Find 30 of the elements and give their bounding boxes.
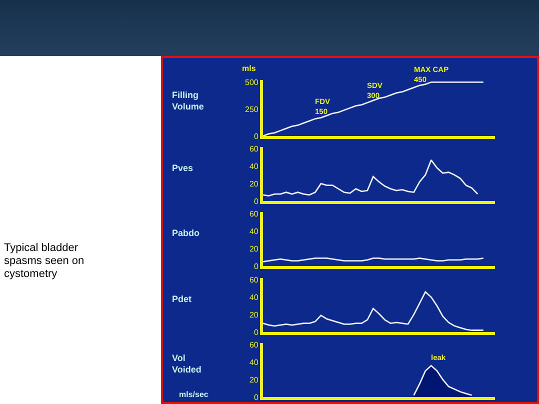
line-series xyxy=(263,81,484,136)
y-tick-label: 0 xyxy=(254,392,259,402)
y-tick-label: 40 xyxy=(249,162,259,171)
y-tick-label: 20 xyxy=(249,375,259,384)
y-tick-label: 20 xyxy=(249,179,259,188)
line-series xyxy=(263,159,478,196)
y-tick-label: 60 xyxy=(249,144,259,154)
y-tick-label: 40 xyxy=(249,292,259,302)
y-tick-label: 20 xyxy=(249,310,259,319)
y-tick-label: 20 xyxy=(249,244,259,254)
y-tick-label: 0 xyxy=(254,196,259,206)
y-tick-label: 250 xyxy=(245,104,259,114)
y-tick-label: 60 xyxy=(249,210,259,219)
y-axis-title: Filling Volume xyxy=(172,90,204,112)
y-tick-label: 0 xyxy=(254,327,259,336)
y-tick-label: 60 xyxy=(249,275,259,284)
y-tick-label: 0 xyxy=(254,262,259,272)
y-axis-title: Pdet xyxy=(172,294,192,304)
y-tick-label: 40 xyxy=(249,358,259,367)
text: mls xyxy=(242,64,256,73)
y-tick-label: 60 xyxy=(249,340,259,350)
text: mls/sec xyxy=(179,390,209,399)
y-axis-title: Pves xyxy=(172,163,194,173)
text: Typical bladder spasms seen on cystometry xyxy=(4,242,86,281)
y-tick-label: 500 xyxy=(245,78,259,87)
line-series xyxy=(263,290,484,330)
y-tick-label: 0 xyxy=(254,132,259,141)
y-axis-title: Pabdo xyxy=(172,228,200,238)
y-axis-title: Vol Voided xyxy=(172,352,202,374)
y-tick-label: 40 xyxy=(249,227,259,236)
